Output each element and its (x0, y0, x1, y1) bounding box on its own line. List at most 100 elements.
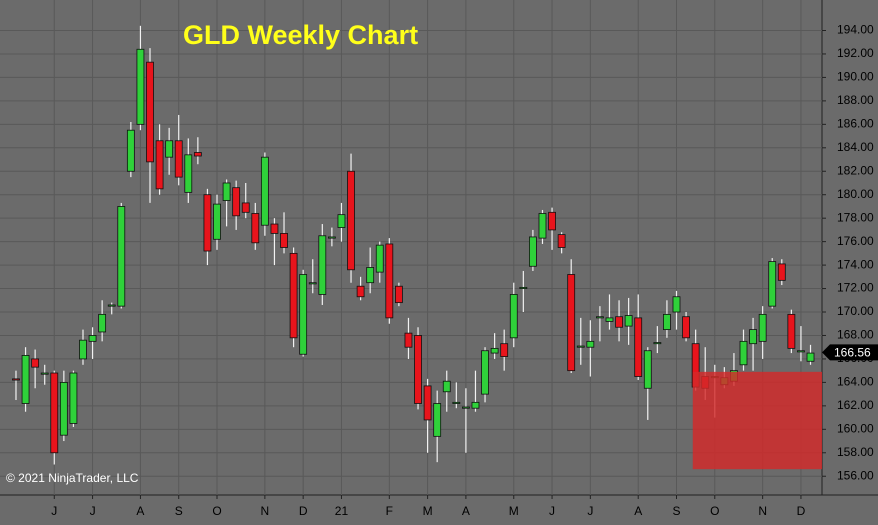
candle-body (50, 372, 59, 454)
candle-body (270, 223, 279, 234)
candle-body (806, 352, 815, 362)
candle-body (634, 317, 643, 377)
candle-body (117, 206, 126, 307)
candle-body (280, 233, 288, 248)
candle-body (241, 202, 250, 213)
candle-body (107, 304, 116, 307)
x-tick-label: O (212, 504, 221, 518)
candle-body (155, 140, 164, 190)
candle-body (146, 61, 154, 163)
y-tick-label: 168.00 (837, 328, 874, 342)
candle-body (394, 285, 403, 304)
candle-body (308, 282, 317, 285)
candle-body (739, 340, 748, 366)
candle-body (777, 263, 786, 281)
candle-body (519, 286, 528, 289)
axes: 156.00158.00160.00162.00164.00166.00168.… (51, 23, 874, 519)
y-tick-label: 184.00 (837, 140, 874, 154)
copyright: © 2021 NinjaTrader, LLC (6, 471, 139, 485)
candle-body (289, 252, 298, 339)
x-tick-label: N (758, 504, 767, 518)
y-tick-label: 172.00 (837, 281, 874, 295)
x-tick-label: D (797, 504, 806, 518)
price-zone (692, 371, 822, 470)
candle-body (672, 296, 681, 313)
candle-body (375, 244, 384, 273)
candle-body (21, 355, 30, 404)
x-tick-label: F (386, 504, 393, 518)
candle-body (184, 154, 193, 193)
candle-body (797, 350, 805, 353)
x-tick-label: J (51, 504, 57, 518)
y-tick-label: 182.00 (837, 163, 874, 177)
candle-body (203, 194, 212, 252)
x-tick-label: A (136, 504, 144, 518)
candle-body (414, 335, 422, 404)
candle-body (442, 380, 451, 393)
candle-body (12, 378, 20, 381)
y-tick-label: 178.00 (837, 210, 874, 224)
candle-body (624, 315, 633, 327)
candle-body (327, 236, 336, 239)
x-tick-label: M (509, 504, 519, 518)
y-tick-label: 186.00 (837, 117, 874, 131)
candle-body (232, 187, 241, 217)
y-tick-label: 194.00 (837, 23, 874, 37)
candle-body (596, 316, 604, 319)
candle-body (40, 372, 49, 375)
candle-body (529, 236, 537, 267)
candle-body (31, 358, 40, 368)
candle-body (222, 182, 231, 201)
y-tick-label: 174.00 (837, 257, 874, 271)
y-tick-label: 160.00 (837, 421, 874, 435)
candle-body (509, 294, 518, 339)
x-tick-label: J (90, 504, 96, 518)
y-tick-label: 170.00 (837, 304, 874, 318)
candles (12, 25, 815, 465)
candle-body (126, 129, 135, 172)
candle-body (433, 403, 442, 437)
candle-body (79, 339, 87, 360)
x-tick-label: A (634, 504, 642, 518)
y-tick-label: 158.00 (837, 445, 874, 459)
candle-body (653, 342, 662, 345)
y-tick-label: 176.00 (837, 234, 874, 248)
candle-body (136, 48, 145, 125)
candle-body (251, 213, 260, 244)
candle-body (557, 234, 566, 248)
candle-body (768, 261, 777, 307)
candle-body (548, 211, 556, 231)
candle-body (69, 372, 78, 424)
last-price-marker (822, 344, 878, 361)
y-tick-label: 190.00 (837, 70, 874, 84)
x-tick-label: S (175, 504, 183, 518)
y-tick-label: 192.00 (837, 46, 874, 60)
candle-body (452, 401, 461, 404)
candle-body (643, 350, 652, 389)
candle-body (213, 203, 221, 240)
last-price-label: 166.56 (834, 346, 871, 360)
x-tick-label: J (587, 504, 593, 518)
candle-body (337, 214, 346, 228)
candle-body (174, 140, 183, 178)
x-tick-label: S (672, 504, 680, 518)
grid (0, 0, 822, 495)
candle-body (356, 285, 365, 298)
candle-body (749, 329, 757, 345)
candle-body (586, 340, 595, 348)
x-tick-label: N (261, 504, 270, 518)
chart-title: GLD Weekly Chart (183, 20, 418, 50)
candle-body (567, 274, 576, 372)
candle-body (490, 347, 499, 354)
candle-body (758, 313, 767, 342)
candle-body (347, 170, 355, 271)
candle-body (385, 243, 394, 319)
candle-body (423, 385, 432, 421)
y-tick-label: 164.00 (837, 375, 874, 389)
candle-body (366, 267, 375, 284)
x-tick-label: O (710, 504, 719, 518)
x-tick-label: M (423, 504, 433, 518)
candle-body (538, 213, 547, 239)
candle-body (500, 343, 509, 357)
